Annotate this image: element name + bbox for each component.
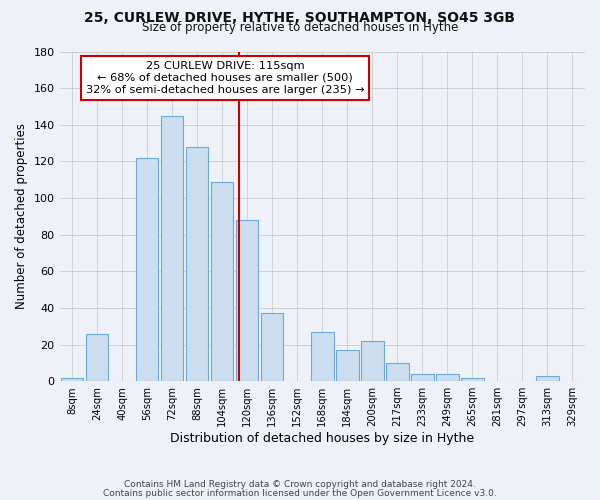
Bar <box>436 374 458 381</box>
Bar <box>61 378 83 381</box>
Bar <box>261 314 283 381</box>
Bar <box>361 341 383 381</box>
Text: Contains HM Land Registry data © Crown copyright and database right 2024.: Contains HM Land Registry data © Crown c… <box>124 480 476 489</box>
Text: 25 CURLEW DRIVE: 115sqm
← 68% of detached houses are smaller (500)
32% of semi-d: 25 CURLEW DRIVE: 115sqm ← 68% of detache… <box>86 62 364 94</box>
Bar <box>461 378 484 381</box>
Bar <box>186 146 208 381</box>
Bar <box>86 334 109 381</box>
Bar <box>136 158 158 381</box>
Text: Size of property relative to detached houses in Hythe: Size of property relative to detached ho… <box>142 21 458 34</box>
Text: 25, CURLEW DRIVE, HYTHE, SOUTHAMPTON, SO45 3GB: 25, CURLEW DRIVE, HYTHE, SOUTHAMPTON, SO… <box>85 11 515 25</box>
Bar <box>161 116 184 381</box>
Text: Contains public sector information licensed under the Open Government Licence v3: Contains public sector information licen… <box>103 488 497 498</box>
Bar <box>211 182 233 381</box>
Bar <box>386 363 409 381</box>
X-axis label: Distribution of detached houses by size in Hythe: Distribution of detached houses by size … <box>170 432 475 445</box>
Bar <box>411 374 434 381</box>
Bar <box>536 376 559 381</box>
Bar <box>311 332 334 381</box>
Bar <box>236 220 259 381</box>
Y-axis label: Number of detached properties: Number of detached properties <box>15 124 28 310</box>
Bar <box>336 350 359 381</box>
